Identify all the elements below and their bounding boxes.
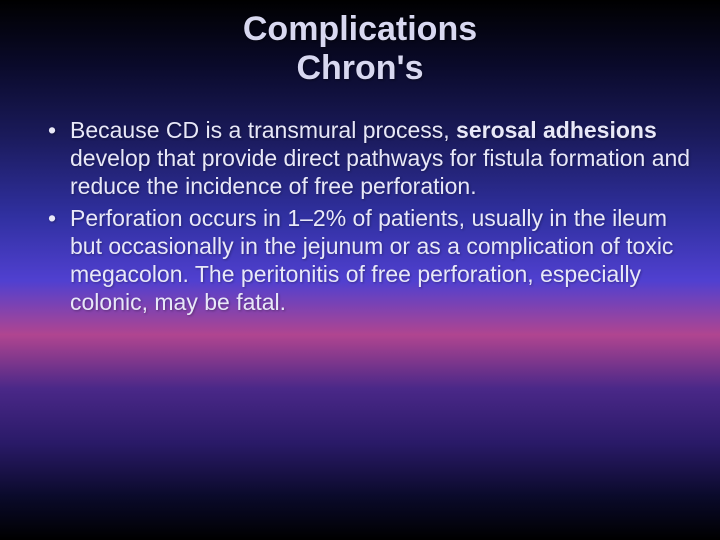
list-item: Because CD is a transmural process, sero… bbox=[48, 116, 692, 200]
title-line-2: Chron's bbox=[296, 49, 423, 87]
bullet-text-pre: Perforation occurs in 1–2% of patients, … bbox=[70, 205, 673, 315]
bullet-list: Because CD is a transmural process, sero… bbox=[48, 116, 692, 316]
bullet-text-post: develop that provide direct pathways for… bbox=[70, 145, 690, 199]
title-line-1: Complications bbox=[243, 10, 477, 48]
slide-content: Because CD is a transmural process, sero… bbox=[28, 116, 692, 316]
bullet-text-bold: serosal adhesions bbox=[456, 117, 657, 143]
bullet-text-pre: Because CD is a transmural process, bbox=[70, 117, 456, 143]
slide-title: Complications Chron's bbox=[28, 10, 692, 88]
list-item: Perforation occurs in 1–2% of patients, … bbox=[48, 204, 692, 316]
slide: Complications Chron's Because CD is a tr… bbox=[0, 0, 720, 540]
